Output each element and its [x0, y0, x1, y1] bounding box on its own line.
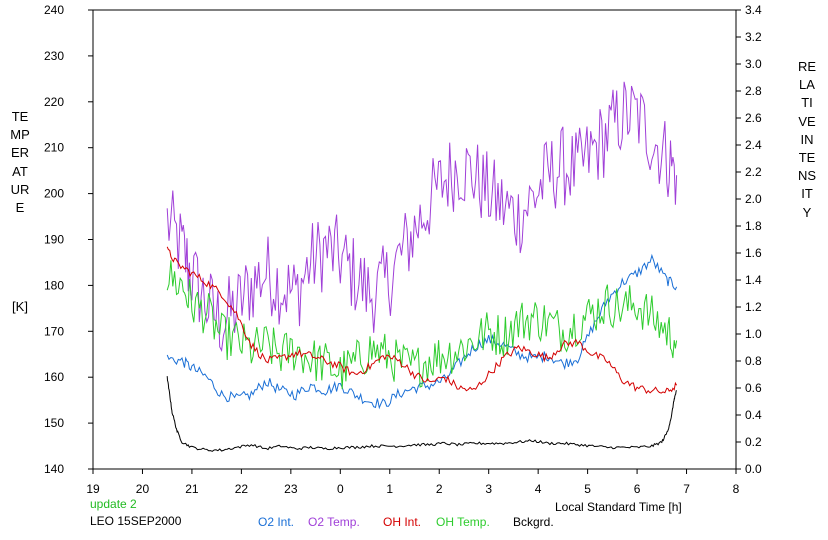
- y-left-tick-label: 180: [44, 278, 64, 292]
- y-left-tick-label: 210: [44, 141, 64, 155]
- series-oh-temp: [166, 260, 678, 390]
- right-axis-label: RELATIVE INTENSITY: [797, 59, 823, 220]
- legend-o2-int: O2 Int.: [258, 515, 295, 529]
- y-left-tick-label: 140: [44, 462, 64, 476]
- left-axis-unit: [K]: [12, 299, 28, 314]
- y-left-tick-label: 170: [44, 324, 64, 338]
- x-tick-label: 6: [634, 482, 641, 496]
- y-left-tick-label: 200: [44, 187, 64, 201]
- y-right-tick-label: 0.0: [745, 462, 762, 476]
- y-right-tick-label: 0.6: [745, 381, 762, 395]
- y-right-tick-label: 3.0: [745, 57, 762, 71]
- x-tick-label: 8: [733, 482, 740, 496]
- y-right-tick-label: 2.4: [745, 138, 762, 152]
- x-tick-label: 1: [386, 482, 393, 496]
- x-tick-label: 2: [436, 482, 443, 496]
- y-right-tick-label: 3.4: [745, 3, 762, 17]
- left-axis-label: TEMPERATURE: [10, 109, 30, 216]
- x-tick-label: 4: [535, 482, 542, 496]
- y-right-tick-label: 2.2: [745, 165, 762, 179]
- series-oh-int: [166, 246, 678, 395]
- x-tick-label: 23: [284, 482, 298, 496]
- y-left-tick-label: 220: [44, 95, 64, 109]
- y-right-tick-label: 3.2: [745, 30, 762, 44]
- y-right-tick-label: 2.6: [745, 111, 762, 125]
- y-left-tick-label: 150: [44, 416, 64, 430]
- x-tick-label: 22: [235, 482, 249, 496]
- y-left-tick-label: 160: [44, 370, 64, 384]
- legend-o2-temp: O2 Temp.: [308, 515, 360, 529]
- x-tick-label: 19: [86, 482, 100, 496]
- x-axis-label: Local Standard Time [h]: [555, 500, 682, 514]
- station-label: LEO 15SEP2000: [90, 514, 182, 528]
- y-right-tick-label: 0.4: [745, 408, 762, 422]
- y-right-tick-label: 0.2: [745, 435, 762, 449]
- y-left-tick-label: 240: [44, 3, 64, 17]
- y-right-tick-label: 1.6: [745, 246, 762, 260]
- update-label: update 2: [90, 497, 137, 511]
- plot-frame: [92, 9, 737, 470]
- x-tick-label: 20: [136, 482, 150, 496]
- x-tick-label: 5: [584, 482, 591, 496]
- legend-oh-temp: OH Temp.: [436, 515, 490, 529]
- y-left-tick-label: 190: [44, 233, 64, 247]
- y-right-tick-label: 1.0: [745, 327, 762, 341]
- x-tick-label: 7: [683, 482, 690, 496]
- series-o2-temp: [166, 81, 678, 353]
- y-right-tick-label: 2.0: [745, 192, 762, 206]
- y-right-tick-label: 2.8: [745, 84, 762, 98]
- series-background: [166, 376, 677, 452]
- x-tick-label: 3: [485, 482, 492, 496]
- y-right-tick-label: 0.8: [745, 354, 762, 368]
- y-right-tick-label: 1.2: [745, 300, 762, 314]
- y-left-tick-label: 230: [44, 49, 64, 63]
- x-tick-label: 21: [185, 482, 199, 496]
- legend-background: Bckgrd.: [513, 515, 554, 529]
- y-right-tick-label: 1.4: [745, 273, 762, 287]
- x-tick-label: 0: [337, 482, 344, 496]
- y-right-tick-label: 1.8: [745, 219, 762, 233]
- legend-oh-int: OH Int.: [383, 515, 422, 529]
